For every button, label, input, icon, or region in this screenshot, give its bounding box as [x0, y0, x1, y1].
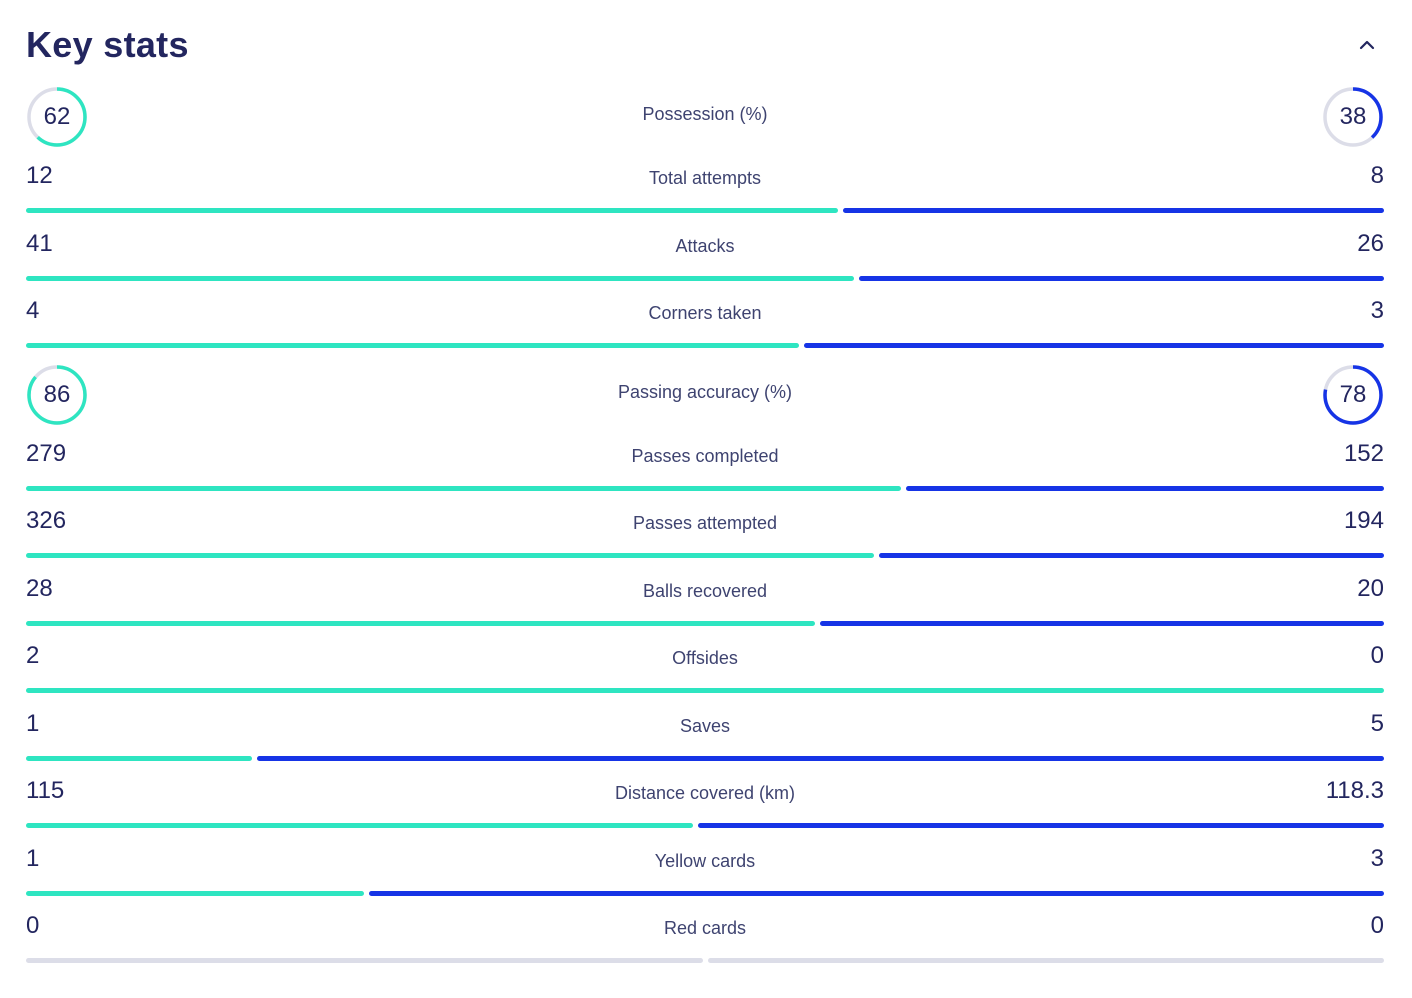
stat-label: Distance covered (km): [614, 783, 796, 803]
stat-row: 326 194 Passes attempted: [26, 507, 1384, 563]
away-value: 3: [1370, 845, 1384, 872]
away-ring-progress: [1323, 87, 1383, 147]
stat-row: 86 78 Passing accuracy (%): [26, 364, 1384, 426]
stat-label: Balls recovered: [642, 581, 768, 601]
away-bar: [698, 823, 1384, 828]
stat-row: 1 3 Yellow cards: [26, 845, 1384, 901]
home-bar: [26, 553, 874, 558]
home-bar: [26, 621, 815, 626]
stat-label: Possession (%): [642, 104, 768, 124]
away-value: 152: [1343, 440, 1384, 467]
home-ring-graphic: [27, 365, 87, 425]
away-bar: [906, 486, 1384, 491]
away-bar: [820, 621, 1384, 626]
away-value: 26: [1357, 230, 1384, 257]
home-bar: [26, 688, 1384, 693]
away-bar: [859, 276, 1384, 281]
stat-label: Saves: [679, 716, 731, 736]
away-ring-progress: [1323, 365, 1383, 425]
home-value: 326: [26, 507, 67, 534]
home-value: 0: [26, 912, 40, 939]
stat-row: 0 0 Red cards: [26, 912, 1384, 968]
home-bar: [26, 276, 854, 281]
home-bar: [26, 958, 703, 963]
stat-label: Corners taken: [648, 303, 762, 323]
away-value: 118.3: [1325, 777, 1384, 804]
away-ring-graphic: [1323, 365, 1383, 425]
stat-label: Passing accuracy (%): [617, 382, 793, 402]
home-value: 86: [43, 381, 71, 408]
away-value: 5: [1370, 710, 1384, 737]
away-value: 0: [1370, 642, 1384, 669]
stat-label: Passes attempted: [632, 513, 778, 533]
away-bar: [707, 958, 1384, 963]
stat-row: 2 0 Offsides: [26, 642, 1384, 698]
stat-label: Attacks: [675, 236, 735, 256]
home-bar: [26, 486, 901, 491]
home-ring-graphic: [27, 87, 87, 147]
collapse-button[interactable]: [1356, 34, 1378, 56]
away-bar: [804, 343, 1384, 348]
stat-row: 62 38 Possession (%): [26, 86, 1384, 148]
away-value: 20: [1357, 575, 1384, 602]
away-bar: [257, 756, 1384, 761]
away-value: 3: [1370, 297, 1384, 324]
section-title: Key stats: [26, 24, 189, 65]
home-value: 28: [26, 575, 53, 602]
home-value: 4: [26, 297, 40, 324]
stat-label: Yellow cards: [654, 851, 756, 871]
away-value: 8: [1370, 162, 1384, 189]
stat-row: 12 8 Total attempts: [26, 162, 1384, 218]
stat-row: 115 118.3 Distance covered (km): [26, 777, 1384, 833]
home-bar: [26, 823, 693, 828]
home-value: 41: [26, 230, 53, 257]
key-stats-header: Key stats: [26, 20, 1384, 72]
home-value: 1: [26, 710, 40, 737]
stat-row: 1 5 Saves: [26, 710, 1384, 766]
away-ring-graphic: [1323, 87, 1383, 147]
home-ring-progress: [27, 365, 87, 425]
home-ring: 86: [26, 364, 88, 426]
away-bar: [843, 208, 1384, 213]
away-ring: 78: [1322, 364, 1384, 426]
stat-row: 41 26 Attacks: [26, 230, 1384, 286]
home-bar: [26, 208, 838, 213]
chevron-up-icon: [1359, 40, 1375, 50]
home-ring: 62: [26, 86, 88, 148]
home-value: 115: [26, 777, 65, 804]
home-value: 1: [26, 845, 40, 872]
home-value: 279: [26, 440, 67, 467]
away-value: 38: [1339, 103, 1367, 130]
away-value: 78: [1339, 381, 1367, 408]
away-bar: [879, 553, 1384, 558]
home-value: 2: [26, 642, 40, 669]
home-bar: [26, 343, 799, 348]
home-value: 12: [26, 162, 53, 189]
home-ring-progress: [27, 87, 87, 147]
home-value: 62: [43, 103, 71, 130]
away-ring: 38: [1322, 86, 1384, 148]
stat-label: Offsides: [672, 648, 738, 668]
stat-row: 279 152 Passes completed: [26, 440, 1384, 496]
stat-row: 28 20 Balls recovered: [26, 575, 1384, 631]
stat-row: 4 3 Corners taken: [26, 297, 1384, 353]
away-value: 0: [1370, 912, 1384, 939]
stat-label: Total attempts: [648, 168, 762, 188]
stat-label: Passes completed: [631, 446, 779, 466]
home-bar: [26, 891, 364, 896]
stat-label: Red cards: [663, 918, 747, 938]
away-bar: [369, 891, 1384, 896]
home-bar: [26, 756, 252, 761]
away-value: 194: [1343, 507, 1384, 534]
